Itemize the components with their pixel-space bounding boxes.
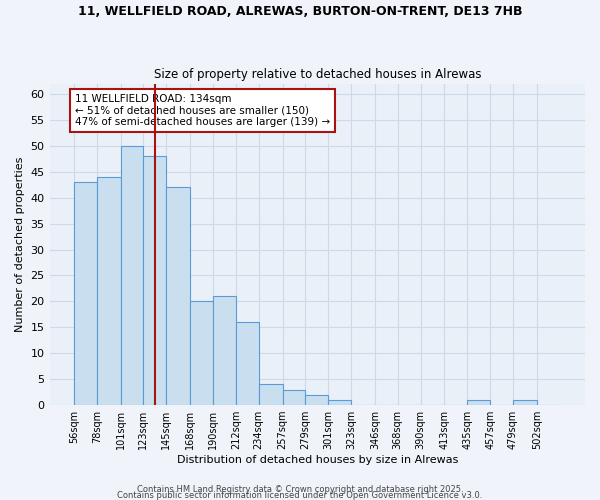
Bar (143, 156, 166, 405)
Text: Contains HM Land Registry data © Crown copyright and database right 2025.: Contains HM Land Registry data © Crown c… (137, 484, 463, 494)
Bar (74, 182, 97, 405)
Title: Size of property relative to detached houses in Alrewas: Size of property relative to detached ho… (154, 68, 481, 81)
Bar (513, 400, 537, 405)
Bar (283, 390, 305, 405)
Bar (236, 322, 259, 405)
Bar (166, 188, 190, 405)
Text: Contains public sector information licensed under the Open Government Licence v3: Contains public sector information licen… (118, 491, 482, 500)
Bar (305, 394, 328, 405)
Bar (190, 302, 213, 405)
X-axis label: Distribution of detached houses by size in Alrewas: Distribution of detached houses by size … (176, 455, 458, 465)
Text: 11 WELLFIELD ROAD: 134sqm
← 51% of detached houses are smaller (150)
47% of semi: 11 WELLFIELD ROAD: 134sqm ← 51% of detac… (75, 94, 330, 127)
Bar (467, 400, 490, 405)
Bar (328, 400, 351, 405)
Bar (121, 146, 143, 405)
Bar (259, 384, 283, 405)
Bar (213, 296, 236, 405)
Y-axis label: Number of detached properties: Number of detached properties (15, 156, 25, 332)
Text: 11, WELLFIELD ROAD, ALREWAS, BURTON-ON-TRENT, DE13 7HB: 11, WELLFIELD ROAD, ALREWAS, BURTON-ON-T… (78, 5, 522, 18)
Bar (97, 177, 121, 405)
